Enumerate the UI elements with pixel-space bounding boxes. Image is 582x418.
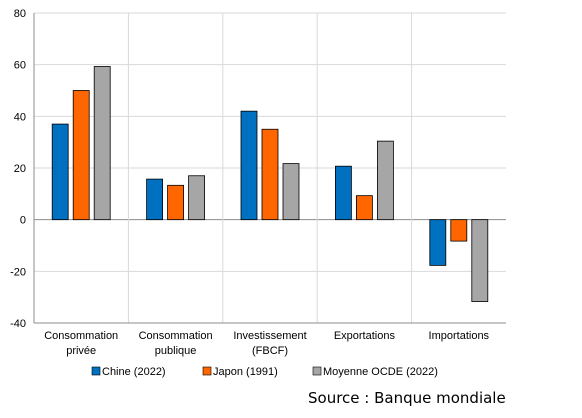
legend-swatch: [91, 366, 101, 376]
legend-label: Japon (1991): [213, 366, 278, 378]
y-tick-label: 0: [20, 215, 26, 227]
bar: [51, 123, 69, 221]
bars: [51, 66, 489, 302]
legend-label: Moyenne OCDE (2022): [323, 366, 438, 378]
x-tick-label: Consommation publique: [139, 330, 213, 357]
y-tick-label: 20: [14, 163, 26, 175]
bar: [146, 178, 164, 221]
bar: [376, 140, 394, 221]
y-axis: -40 -20 0 20 40 60 80: [10, 8, 26, 330]
bar: [72, 90, 90, 221]
x-tick-label: Investissement (FBCF): [233, 330, 306, 357]
legend-swatch: [202, 366, 212, 376]
x-tick-label: Consommation privée: [44, 330, 118, 357]
y-tick-label: 60: [14, 60, 26, 72]
bar: [188, 175, 206, 221]
source-note: Source : Banque mondiale: [308, 389, 506, 407]
y-tick-label: 40: [14, 111, 26, 123]
bar: [282, 163, 300, 221]
bar: [334, 165, 352, 221]
x-axis-labels: Consommation privée Consommation publique In…: [44, 330, 489, 357]
bar: [429, 219, 447, 266]
x-tick-label: Importations: [429, 330, 490, 342]
legend: Chine (2022) Japon (1991) Moyenne OCDE (20…: [91, 366, 438, 378]
y-tick-label: 80: [14, 8, 26, 20]
bar: [471, 219, 489, 302]
x-tick-label: Exportations: [334, 330, 396, 342]
grid: [33, 12, 506, 324]
legend-label: Chine (2022): [102, 366, 166, 378]
y-tick-label: -20: [10, 266, 26, 278]
bar: [355, 195, 373, 221]
y-tick-label: -40: [10, 318, 26, 330]
bar: [167, 184, 185, 221]
bar: [261, 128, 279, 221]
bar: [240, 110, 258, 221]
legend-swatch: [312, 366, 322, 376]
bar: [450, 219, 468, 242]
bar: [93, 66, 111, 221]
